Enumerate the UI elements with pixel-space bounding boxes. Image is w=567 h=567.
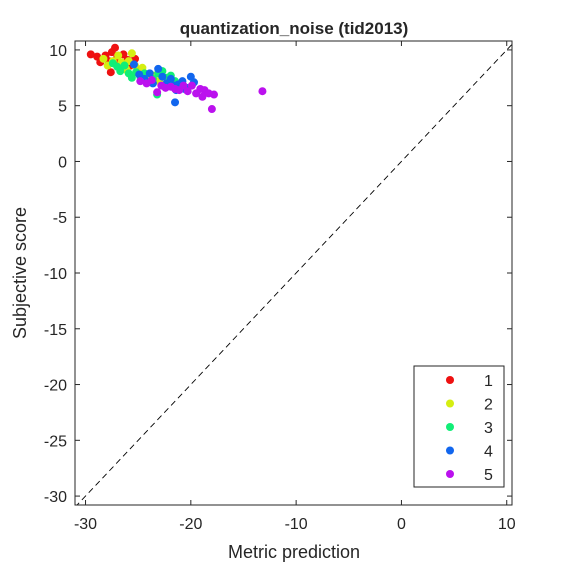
y-tick-label: -25 <box>44 433 67 450</box>
legend: 1 2 3 4 5 <box>413 365 505 488</box>
legend-marker <box>446 446 454 455</box>
legend-marker <box>446 399 454 408</box>
data-point <box>116 67 125 76</box>
data-point <box>99 54 108 63</box>
legend-label: 2 <box>484 397 493 414</box>
data-point <box>207 105 216 114</box>
y-tick-label: -15 <box>44 322 67 339</box>
data-point <box>153 88 162 97</box>
data-point <box>114 51 123 60</box>
x-tick-label: -30 <box>74 516 97 533</box>
data-point <box>154 64 163 73</box>
data-point <box>171 98 180 107</box>
data-point <box>127 73 136 82</box>
x-tick-label: -10 <box>285 516 308 533</box>
y-axis-label: Subjective score <box>10 207 30 339</box>
legend-label: 3 <box>484 420 493 437</box>
legend-label: 5 <box>484 467 493 484</box>
legend-marker <box>446 423 454 431</box>
data-point <box>158 72 167 81</box>
legend-marker <box>446 376 454 384</box>
chart-title: quantization_noise (tid2013) <box>180 19 409 38</box>
y-tick-label: -30 <box>44 489 67 506</box>
axis-ticks: -30 -20 -10 0 10 10 5 0 -5 -10 -15 -20 -25 -30 <box>44 41 516 533</box>
data-point <box>136 77 145 86</box>
x-axis-label: Metric prediction <box>228 542 360 562</box>
data-point <box>86 50 95 59</box>
data-point <box>111 43 120 52</box>
x-tick-label: 10 <box>498 516 516 533</box>
plot-frame <box>74 40 513 506</box>
data-point <box>209 90 218 99</box>
y-tick-label: -10 <box>44 266 67 283</box>
y-tick-label: 5 <box>58 99 67 116</box>
data-point <box>129 60 138 69</box>
legend-label: 1 <box>484 373 493 390</box>
scatter-points <box>86 43 267 114</box>
data-point <box>106 68 115 77</box>
data-point <box>179 81 188 90</box>
data-point <box>187 81 196 90</box>
y-tick-label: 0 <box>58 154 67 171</box>
data-point <box>183 87 192 96</box>
data-point <box>120 61 129 70</box>
y-tick-label: 10 <box>49 43 67 60</box>
data-point <box>198 92 207 101</box>
data-point <box>147 76 156 85</box>
data-point <box>145 69 154 78</box>
legend-box <box>413 365 505 488</box>
x-tick-label: -20 <box>179 516 202 533</box>
legend-label: 4 <box>484 444 493 461</box>
identity-reference-line <box>76 43 512 505</box>
data-point <box>166 74 175 83</box>
series-5 <box>136 76 267 114</box>
y-tick-label: -5 <box>53 210 67 227</box>
data-point <box>258 87 267 96</box>
data-point <box>135 70 144 79</box>
y-tick-label: -20 <box>44 378 67 395</box>
legend-marker <box>446 470 454 478</box>
x-tick-label: 0 <box>397 516 406 533</box>
data-point <box>127 49 136 58</box>
